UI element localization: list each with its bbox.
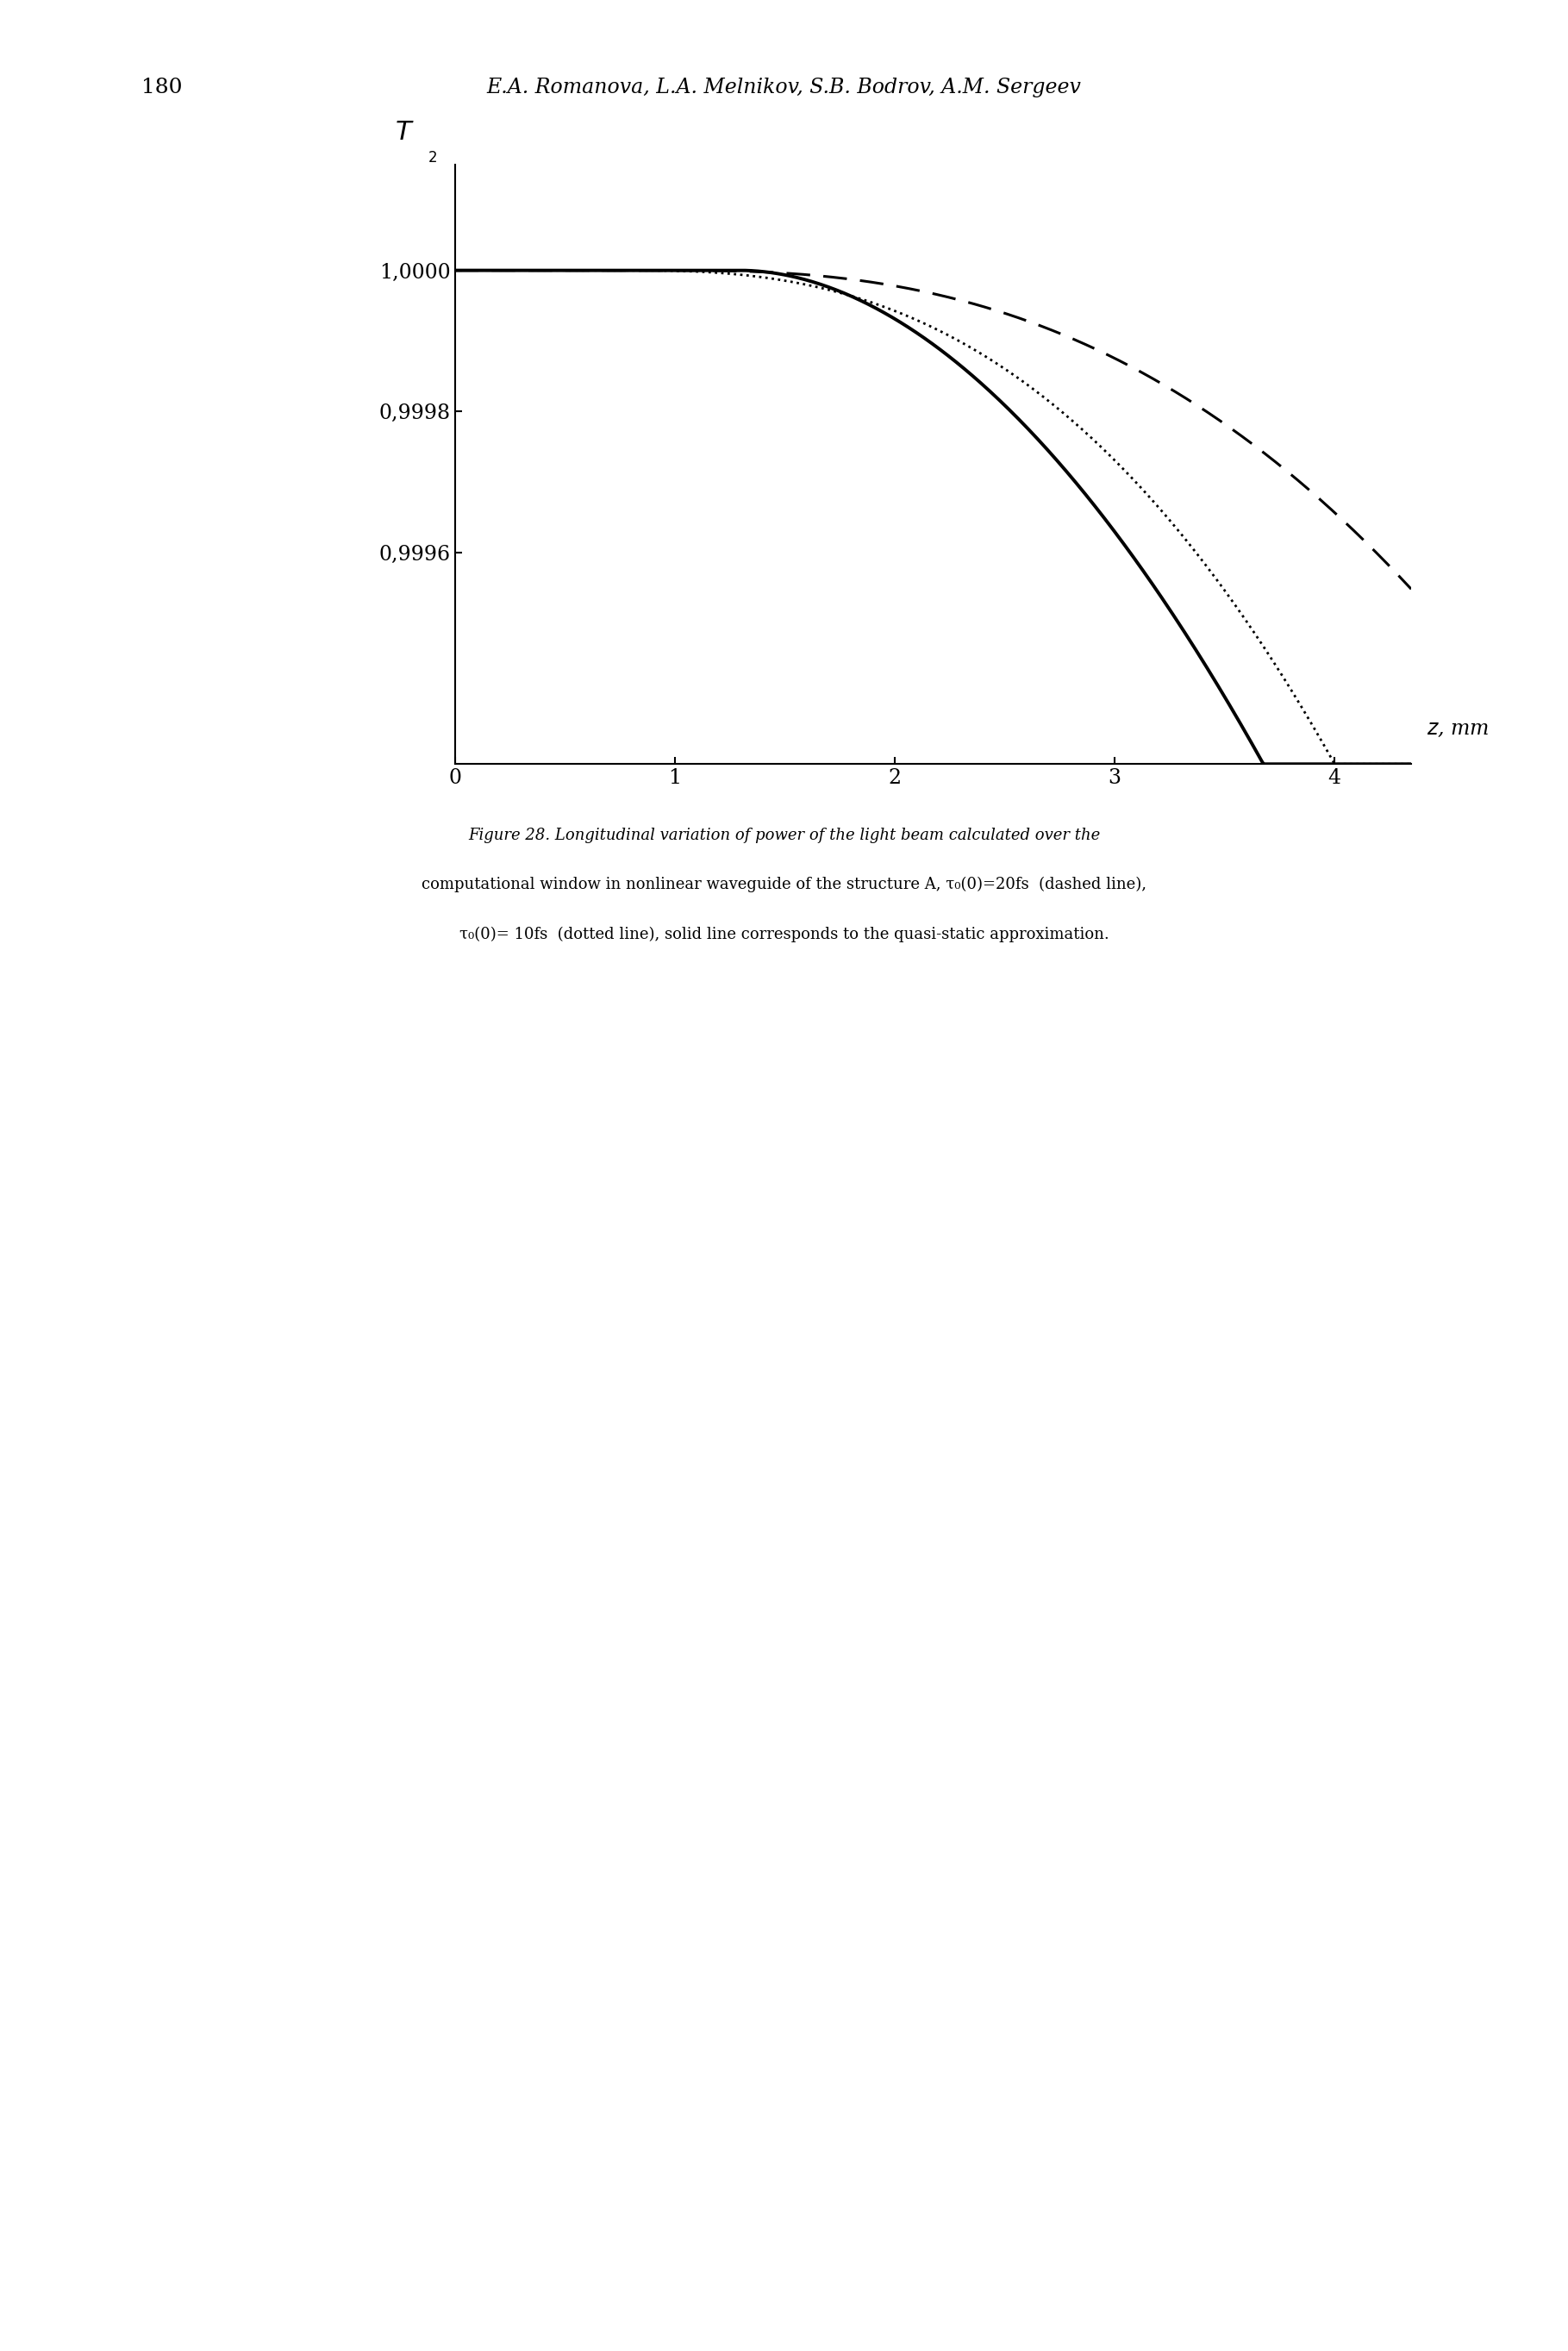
Text: computational window in nonlinear waveguide of the structure A, τ₀(0)=20fs  (das: computational window in nonlinear wavegu…: [422, 877, 1146, 893]
Text: $T$: $T$: [395, 120, 414, 146]
Text: $z$, mm: $z$, mm: [1427, 719, 1490, 738]
Text: $_2$: $_2$: [428, 146, 437, 165]
Text: τ₀(0)= 10fs  (dotted line), solid line corresponds to the quasi-static approxima: τ₀(0)= 10fs (dotted line), solid line co…: [459, 926, 1109, 943]
Text: Figure 28. Longitudinal variation of power of the light beam calculated over the: Figure 28. Longitudinal variation of pow…: [467, 828, 1101, 844]
Text: E.A. Romanova, L.A. Melnikov, S.B. Bodrov, A.M. Sergeev: E.A. Romanova, L.A. Melnikov, S.B. Bodro…: [486, 78, 1082, 96]
Text: 180: 180: [141, 78, 182, 96]
